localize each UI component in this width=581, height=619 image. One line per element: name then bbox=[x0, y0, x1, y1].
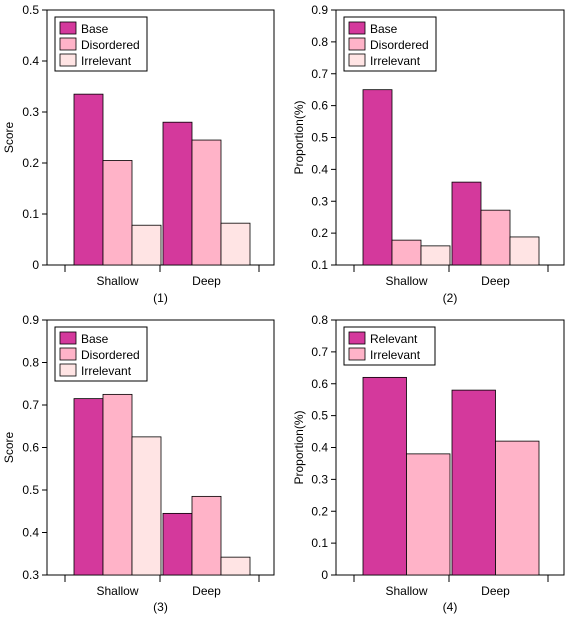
y-tick-label: 0 bbox=[32, 258, 39, 272]
y-tick-label: 0.8 bbox=[22, 356, 39, 370]
bar-irrelevant-deep bbox=[509, 236, 540, 266]
y-tick-label: 0.7 bbox=[22, 398, 39, 412]
chart-caption: (3) bbox=[153, 600, 168, 614]
y-tick-label: 0.8 bbox=[311, 35, 328, 49]
legend-label: Relevant bbox=[370, 332, 418, 346]
y-tick-label: 0.7 bbox=[311, 67, 328, 81]
bar-base-shallow bbox=[73, 398, 104, 576]
y-tick-label: 0.4 bbox=[22, 54, 39, 68]
legend-label: Disordered bbox=[81, 38, 140, 52]
y-tick-label: 0.9 bbox=[22, 313, 39, 327]
bar-base-deep bbox=[451, 181, 482, 266]
y-axis-label: Proportion(%) bbox=[292, 410, 306, 484]
y-tick-label: 0.6 bbox=[22, 441, 39, 455]
y-tick-label: 0.1 bbox=[311, 258, 328, 272]
legend-swatch bbox=[59, 331, 77, 345]
bar-irrelevant-shallow bbox=[131, 436, 162, 576]
y-tick-label: 0.8 bbox=[311, 313, 328, 327]
x-tick-label: Shallow bbox=[96, 274, 138, 288]
y-tick-label: 0.2 bbox=[311, 504, 328, 518]
legend-label: Base bbox=[81, 332, 109, 346]
bar-base-deep bbox=[162, 512, 193, 576]
y-tick-label: 0.7 bbox=[311, 345, 328, 359]
bar-irrelevant-deep bbox=[220, 222, 251, 266]
legend-swatch bbox=[348, 53, 366, 67]
bar-disordered-shallow bbox=[102, 160, 133, 266]
x-tick-label: Deep bbox=[481, 584, 510, 598]
legend-swatch bbox=[59, 21, 77, 35]
chart-caption: (2) bbox=[443, 291, 458, 305]
chart-panel-4: 0 0.1 0.2 0.3 0.4 0.5 0.6 0.7 0.8 Proportion(%) Sh… bbox=[292, 313, 565, 614]
y-axis-label: Score bbox=[2, 122, 16, 154]
y-tick-label: 0.2 bbox=[22, 156, 39, 170]
legend-swatch bbox=[59, 363, 77, 377]
legend-label: Base bbox=[81, 22, 109, 36]
y-tick-label: 0.5 bbox=[22, 483, 39, 497]
y-tick-label: 0.3 bbox=[22, 568, 39, 582]
x-tick-label: Deep bbox=[192, 274, 221, 288]
y-tick-label: 0.4 bbox=[311, 162, 328, 176]
x-tick-label: Shallow bbox=[385, 274, 427, 288]
y-tick-label: 0.6 bbox=[311, 99, 328, 113]
bar-irrelevant-shallow bbox=[420, 245, 451, 266]
legend-swatch bbox=[348, 347, 366, 361]
legend-swatch bbox=[348, 37, 366, 51]
legend-label: Irrelevant bbox=[370, 54, 421, 68]
chart-panel-1: 0 0.1 0.2 0.3 0.4 0.5 Score Shallow Deep (1) Base D… bbox=[2, 3, 275, 305]
y-tick-label: 0.3 bbox=[22, 105, 39, 119]
chart-caption: (4) bbox=[443, 600, 458, 614]
y-tick-label: 0.5 bbox=[22, 3, 39, 17]
y-tick-label: 0 bbox=[321, 568, 328, 582]
legend-label: Base bbox=[370, 22, 398, 36]
legend-label: Irrelevant bbox=[370, 348, 421, 362]
x-tick-label: Deep bbox=[192, 584, 221, 598]
bar-irrelevant-shallow bbox=[406, 453, 451, 576]
y-tick-label: 0.2 bbox=[311, 226, 328, 240]
bar-base-shallow bbox=[73, 93, 104, 266]
chart-panel-3: 0.3 0.4 0.5 0.6 0.7 0.8 0.9 Score Shallow Deep (3)… bbox=[2, 313, 275, 614]
y-axis-label: Proportion(%) bbox=[292, 100, 306, 174]
legend-swatch bbox=[59, 37, 77, 51]
bar-base-deep bbox=[162, 121, 193, 266]
bar-disordered-deep bbox=[480, 209, 511, 266]
legend-swatch bbox=[59, 53, 77, 67]
y-tick-label: 0.9 bbox=[311, 3, 328, 17]
bar-irrelevant-shallow bbox=[131, 224, 162, 266]
y-tick-label: 0.1 bbox=[311, 536, 328, 550]
y-tick-label: 0.4 bbox=[22, 526, 39, 540]
bar-disordered-deep bbox=[191, 495, 222, 576]
bar-disordered-shallow bbox=[102, 393, 133, 576]
chart-caption: (1) bbox=[153, 291, 168, 305]
y-tick-label: 0.3 bbox=[311, 472, 328, 486]
x-tick-label: Shallow bbox=[96, 584, 138, 598]
y-tick-label: 0.6 bbox=[311, 377, 328, 391]
bar-base-shallow bbox=[362, 89, 393, 266]
bar-irrelevant-deep bbox=[220, 556, 251, 576]
y-tick-label: 0.1 bbox=[22, 207, 39, 221]
legend-label: Irrelevant bbox=[81, 364, 132, 378]
x-tick-label: Shallow bbox=[385, 584, 427, 598]
y-tick-label: 0.4 bbox=[311, 441, 328, 455]
bar-relevant-shallow bbox=[362, 376, 407, 576]
bar-irrelevant-deep bbox=[495, 440, 540, 576]
legend-swatch bbox=[59, 347, 77, 361]
y-axis-label: Score bbox=[2, 432, 16, 464]
bar-disordered-deep bbox=[191, 139, 222, 266]
bar-relevant-deep bbox=[451, 389, 496, 576]
y-tick-label: 0.3 bbox=[311, 194, 328, 208]
bar-disordered-shallow bbox=[391, 239, 422, 266]
legend-label: Disordered bbox=[370, 38, 429, 52]
chart-panel-2: 0.1 0.2 0.3 0.4 0.5 0.6 0.7 0.8 0.9 Proportion(%)… bbox=[292, 3, 565, 305]
legend-label: Irrelevant bbox=[81, 54, 132, 68]
y-tick-label: 0.5 bbox=[311, 409, 328, 423]
y-tick-label: 0.5 bbox=[311, 131, 328, 145]
legend-swatch bbox=[348, 331, 366, 345]
x-tick-label: Deep bbox=[481, 274, 510, 288]
legend-swatch bbox=[348, 21, 366, 35]
legend-label: Disordered bbox=[81, 348, 140, 362]
